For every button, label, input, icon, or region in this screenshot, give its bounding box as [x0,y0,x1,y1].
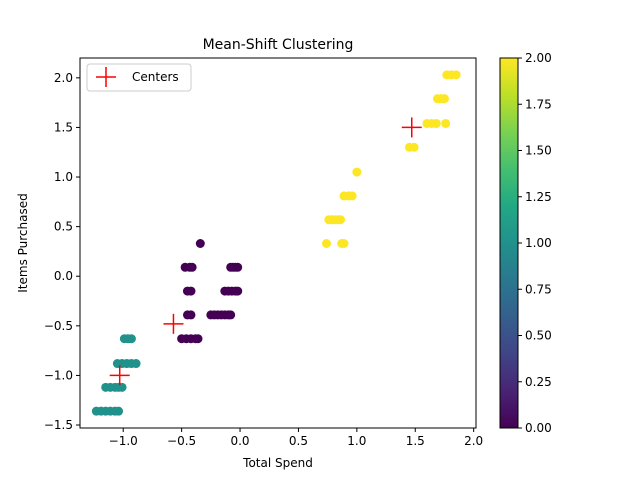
cluster-center-marker [163,313,184,334]
cluster-center-marker [109,365,130,386]
x-tick-label: 1.5 [406,434,425,448]
y-tick-label: −1.5 [44,418,73,432]
data-point-cluster-0 [186,310,196,320]
data-point-cluster-1 [117,382,127,392]
x-tick-label: −0.5 [167,434,196,448]
colorbar-gradient [499,57,519,429]
data-point-cluster-2 [347,191,357,201]
chart-title: Mean-Shift Clustering [203,37,354,53]
colorbar-tick-label: 0.00 [525,421,552,435]
data-point-cluster-0 [226,310,236,320]
plot-area: −1.0 −0.5 0.0 0.5 1.0 1.5 2.0 −1.5 −1.0 −0.5 0.0 0… [44,57,483,448]
data-point-cluster-0 [187,262,197,272]
colorbar-tick-label: 1.00 [525,236,552,250]
colorbar-tick-label: 1.25 [525,190,552,204]
y-tick-label: 0.5 [54,220,73,234]
data-point-cluster-0 [186,286,196,296]
data-point-cluster-0 [233,286,243,296]
x-tick-label: 0.5 [289,434,308,448]
y-axis-label: Items Purchased [16,193,30,293]
y-tick-label: −0.5 [44,319,73,333]
data-point-cluster-2 [451,70,461,80]
data-point-cluster-2 [352,167,362,177]
legend: Centers [86,63,192,92]
x-axis-ticks: −1.0 −0.5 0.0 0.5 1.0 1.5 2.0 [109,428,483,448]
x-tick-label: 0.0 [230,434,249,448]
data-point-cluster-2 [439,94,449,104]
data-point-cluster-2 [321,238,331,248]
y-tick-label: 1.0 [54,170,73,184]
y-tick-label: 2.0 [54,71,73,85]
legend-label-centers: Centers [132,70,179,84]
x-tick-label: 2.0 [464,434,483,448]
data-point-cluster-2 [339,238,349,248]
data-point-cluster-2 [409,142,419,152]
cluster-center-marker [401,117,422,138]
colorbar-ticks: 0.00 0.25 0.50 0.75 1.00 1.25 1.50 1.75 2.00 [518,51,552,435]
data-point-cluster-0 [193,334,203,344]
points-layer [91,70,461,416]
colorbar-tick-label: 1.75 [525,97,552,111]
x-axis-label: Total Spend [242,456,313,470]
data-point-cluster-2 [431,118,441,128]
axes-frame [79,57,477,429]
x-tick-label: −1.0 [109,434,138,448]
centers-layer [109,117,422,386]
colorbar-tick-label: 0.50 [525,329,552,343]
colorbar-tick-label: 2.00 [525,51,552,65]
legend-marker-centers-icon [96,67,116,87]
y-tick-label: 0.0 [54,269,73,283]
data-point-cluster-2 [335,215,345,225]
data-point-cluster-0 [195,238,205,248]
data-point-cluster-0 [233,262,243,272]
y-axis-ticks: −1.5 −1.0 −0.5 0.0 0.5 1.0 1.5 2.0 [44,71,80,432]
y-tick-label: −1.0 [44,368,73,382]
data-point-cluster-1 [114,406,124,416]
data-point-cluster-2 [441,118,451,128]
colorbar-tick-label: 0.25 [525,375,552,389]
legend-box [86,63,192,92]
colorbar-tick-label: 0.75 [525,282,552,296]
x-tick-label: 1.0 [347,434,366,448]
colorbar: 0.00 0.25 0.50 0.75 1.00 1.25 1.50 1.75 2.00 [499,51,552,435]
data-point-cluster-1 [126,334,136,344]
data-point-cluster-1 [131,359,141,369]
y-tick-label: 1.5 [54,120,73,134]
colorbar-tick-label: 1.50 [525,144,552,158]
